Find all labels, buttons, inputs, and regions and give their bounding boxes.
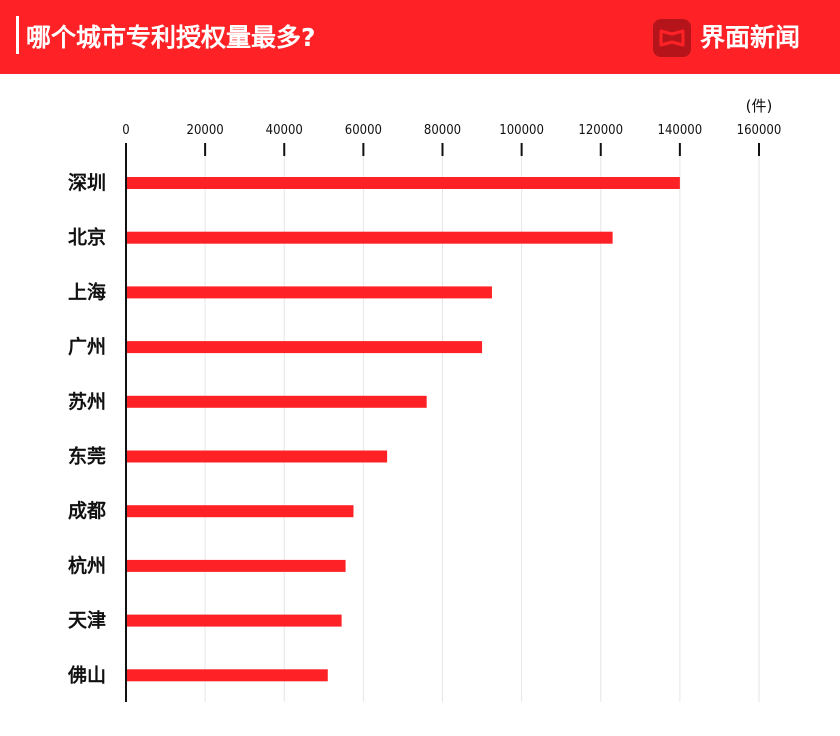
x-tick-label: 0 — [122, 123, 129, 138]
x-tick-label: 80000 — [424, 123, 461, 138]
x-tick-label: 20000 — [187, 123, 224, 138]
unit-label: (件) — [746, 97, 773, 115]
category-label: 佛山 — [67, 663, 106, 686]
x-tick-label: 120000 — [578, 123, 623, 138]
x-tick-label: 40000 — [266, 123, 303, 138]
category-label: 杭州 — [68, 554, 106, 577]
category-label: 成都 — [68, 499, 106, 522]
bar — [126, 669, 328, 682]
bar — [126, 505, 354, 518]
x-tick-label: 140000 — [658, 123, 703, 138]
bar — [126, 450, 388, 463]
jiemian-logo-icon — [653, 19, 691, 57]
bar — [126, 614, 342, 627]
header: 哪个城市专利授权量最多? 界面新闻 — [0, 0, 840, 74]
category-label: 北京 — [68, 226, 106, 249]
bar-chart: 0 20000 40000 60000 80000 100000 120000 140000 1… — [67, 97, 782, 702]
category-label: 苏州 — [68, 390, 106, 413]
bar — [126, 395, 427, 408]
title-accent-bar — [16, 16, 19, 54]
bar — [126, 177, 680, 189]
category-label: 上海 — [68, 280, 106, 303]
x-tick-label: 100000 — [499, 123, 544, 138]
category-label: 深圳 — [68, 171, 106, 194]
bar — [126, 231, 613, 244]
page-title: 哪个城市专利授权量最多? — [26, 23, 316, 52]
brand-name: 界面新闻 — [700, 23, 801, 52]
bar — [126, 559, 346, 572]
category-label: 广州 — [68, 335, 106, 358]
bar — [126, 286, 492, 299]
category-label: 东莞 — [68, 445, 106, 468]
category-label: 天津 — [68, 609, 106, 632]
bar — [126, 341, 483, 354]
x-tick-label: 60000 — [345, 123, 382, 138]
x-tick-label: 160000 — [737, 123, 782, 138]
